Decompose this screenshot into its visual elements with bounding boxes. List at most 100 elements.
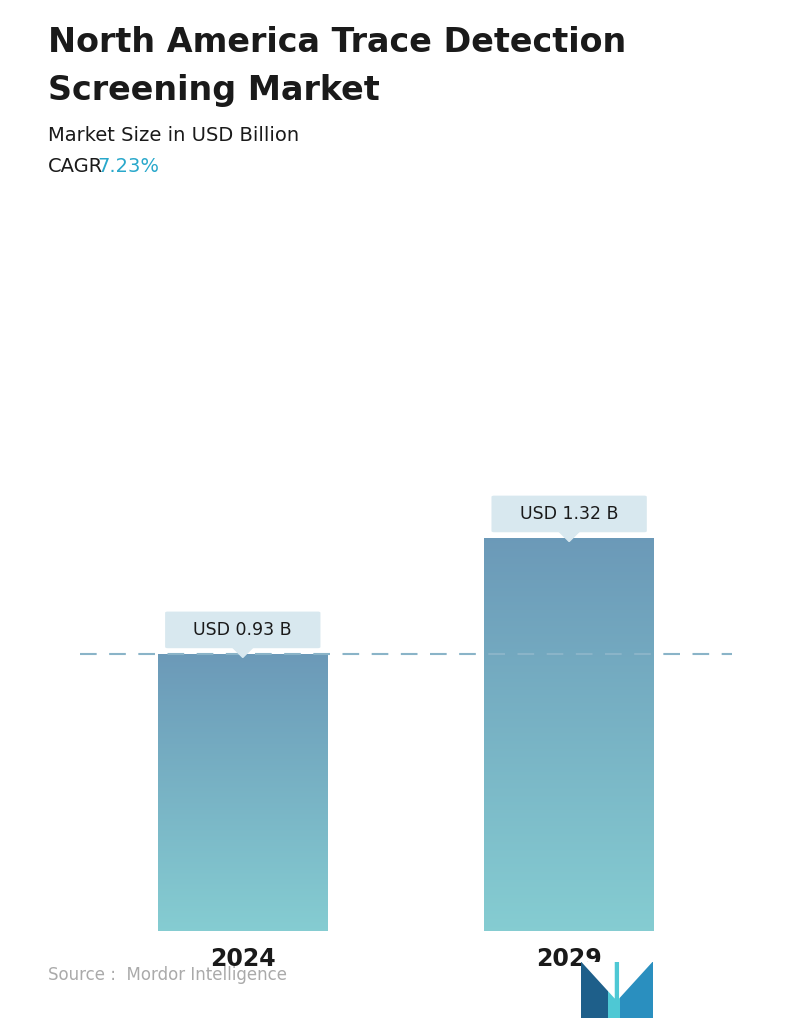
Bar [484, 876, 654, 877]
Bar [484, 636, 654, 638]
Bar [484, 724, 654, 725]
Bar [484, 656, 654, 658]
Bar [484, 788, 654, 789]
Bar [484, 831, 654, 832]
Bar [484, 685, 654, 686]
Bar [484, 717, 654, 718]
Bar [484, 766, 654, 767]
Bar [484, 551, 654, 552]
Bar [484, 585, 654, 586]
Bar [484, 586, 654, 588]
Bar [484, 571, 654, 572]
Bar [484, 857, 654, 858]
Bar [484, 811, 654, 812]
Bar [484, 907, 654, 908]
Bar [484, 574, 654, 575]
Bar [484, 759, 654, 761]
Bar [484, 885, 654, 886]
Bar [484, 557, 654, 559]
Bar [484, 763, 654, 764]
Bar [484, 861, 654, 862]
Bar [484, 688, 654, 689]
Bar [484, 588, 654, 589]
Bar [484, 630, 654, 631]
Bar [484, 665, 654, 666]
Bar [484, 550, 654, 551]
Bar [484, 645, 654, 646]
Bar [484, 707, 654, 708]
Bar [484, 655, 654, 656]
Bar [484, 628, 654, 629]
Bar [484, 881, 654, 882]
Bar [484, 922, 654, 924]
Bar [484, 703, 654, 704]
Bar [484, 653, 654, 655]
Bar [484, 794, 654, 796]
Bar [484, 817, 654, 818]
Bar [484, 718, 654, 719]
Bar [484, 579, 654, 580]
Bar [484, 674, 654, 675]
Bar [484, 792, 654, 793]
Bar [484, 796, 654, 797]
Bar [484, 728, 654, 729]
Bar [484, 882, 654, 883]
Bar [484, 877, 654, 878]
Bar [484, 720, 654, 722]
Polygon shape [232, 647, 253, 658]
Bar [484, 601, 654, 602]
Bar [484, 841, 654, 842]
Bar [484, 906, 654, 907]
Bar [484, 608, 654, 609]
Bar [484, 713, 654, 714]
Bar [484, 680, 654, 682]
Bar [484, 554, 654, 555]
Bar [484, 699, 654, 700]
Bar [484, 625, 654, 626]
Bar [484, 649, 654, 650]
Bar [484, 695, 654, 697]
Bar [484, 924, 654, 925]
Bar [484, 747, 654, 748]
Bar [484, 638, 654, 639]
Bar [484, 664, 654, 665]
Polygon shape [608, 962, 621, 1018]
Bar [484, 542, 654, 544]
Bar [484, 556, 654, 557]
FancyBboxPatch shape [491, 495, 647, 533]
Bar [484, 643, 654, 644]
Bar [484, 648, 654, 649]
Text: USD 0.93 B: USD 0.93 B [193, 620, 292, 639]
Bar [484, 818, 654, 819]
Bar [484, 538, 654, 540]
Bar [484, 730, 654, 732]
Bar [484, 646, 654, 648]
Bar [484, 870, 654, 871]
Bar [484, 620, 654, 621]
Bar [484, 566, 654, 567]
Bar [484, 624, 654, 625]
Bar [484, 594, 654, 595]
Bar [484, 678, 654, 679]
Bar [484, 602, 654, 604]
Text: Screening Market: Screening Market [48, 74, 380, 108]
Bar [484, 615, 654, 616]
Bar [484, 801, 654, 802]
Bar [484, 846, 654, 847]
Bar [484, 872, 654, 873]
Bar [484, 868, 654, 870]
Bar [484, 887, 654, 889]
Bar [484, 738, 654, 739]
Bar [484, 871, 654, 872]
Bar [484, 773, 654, 774]
Bar [484, 764, 654, 766]
Bar [484, 917, 654, 919]
Bar [484, 732, 654, 733]
Bar [484, 559, 654, 560]
Bar [484, 640, 654, 641]
Bar [484, 807, 654, 808]
Bar [484, 546, 654, 547]
Bar [484, 752, 654, 753]
Bar [484, 599, 654, 600]
Bar [484, 802, 654, 803]
